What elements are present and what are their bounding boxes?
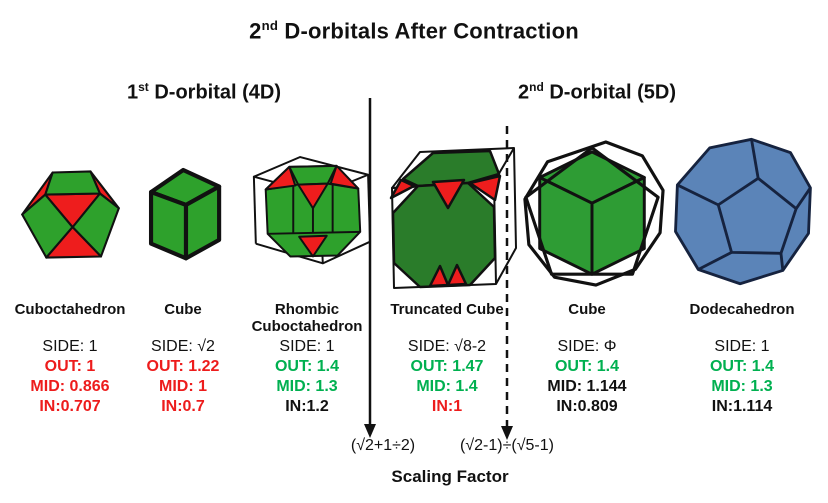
column-cube-2: Cube SIDE: Φ OUT: 1.4 MID: 1.144 IN:0.80… xyxy=(517,301,657,431)
stat-out: OUT: 1.4 xyxy=(554,358,619,375)
shape-name: Dodecahedron xyxy=(689,301,795,318)
shape-stats: SIDE: 1 OUT: 1 MID: 0.866 IN:0.707 xyxy=(0,337,140,417)
stat-side: SIDE: √2 xyxy=(151,338,215,355)
scaling-factor-label: Scaling Factor xyxy=(391,467,509,486)
stat-side: SIDE: 1 xyxy=(714,338,770,355)
column-dodecahedron: Dodecahedron SIDE: 1 OUT: 1.4 MID: 1.3 I… xyxy=(672,301,812,431)
column-rhombic-cuboctahedron: Rhombic Cuboctahedron SIDE: 1 OUT: 1.4 M… xyxy=(237,301,377,431)
title-number: 2 xyxy=(249,18,262,44)
stat-out: OUT: 1.22 xyxy=(146,358,220,375)
solid-divider-arrow xyxy=(364,98,376,438)
stat-in: IN:1.114 xyxy=(711,398,773,415)
column-cuboctahedron: Cuboctahedron SIDE: 1 OUT: 1 MID: 0.866 … xyxy=(0,301,140,431)
shape-stats: SIDE: √8-2 OUT: 1.47 MID: 1.4 IN:1 xyxy=(377,337,517,417)
stat-mid: MID: 1.3 xyxy=(711,378,773,395)
section-header-right: 2nd D-orbital (5D) xyxy=(472,80,722,105)
shape-name: Rhombic Cuboctahedron xyxy=(251,301,363,335)
stat-out: OUT: 1 xyxy=(44,358,96,375)
stat-out: OUT: 1.4 xyxy=(709,358,774,375)
cuboctahedron-figure xyxy=(21,170,120,259)
stat-out: OUT: 1.47 xyxy=(410,358,484,375)
section-left-number: 1 xyxy=(126,81,139,104)
stat-in: IN:0.809 xyxy=(556,398,618,415)
stat-mid: MID: 1.4 xyxy=(416,378,478,395)
section-right-text: D-orbital (5D) xyxy=(543,81,676,104)
dodecahedron-figure xyxy=(674,137,812,286)
shape-name: Cube xyxy=(568,301,606,318)
stat-in: IN:0.707 xyxy=(39,398,101,415)
cube-figure xyxy=(148,167,222,261)
stat-in: IN:1.2 xyxy=(285,398,329,415)
truncated-cube-figure xyxy=(389,147,517,289)
stat-out: OUT: 1.4 xyxy=(274,358,339,375)
section-right-ordinal: nd xyxy=(529,80,544,94)
shape-name: Truncated Cube xyxy=(390,301,504,318)
green-cube xyxy=(538,150,646,276)
section-left-ordinal: st xyxy=(138,80,149,94)
shape-name: Cube xyxy=(164,301,202,318)
stat-in: IN:0.7 xyxy=(161,398,205,415)
stat-mid: MID: 0.866 xyxy=(30,378,110,395)
stat-side: SIDE: Φ xyxy=(557,338,617,355)
stat-side: SIDE: 1 xyxy=(42,338,98,355)
dodecahedron-wireframe xyxy=(523,140,665,287)
column-truncated-cube: Truncated Cube SIDE: √8-2 OUT: 1.47 MID:… xyxy=(377,301,517,431)
dashed-divider-arrow xyxy=(501,126,513,440)
section-right-number: 2 xyxy=(517,81,530,104)
shape-stats: SIDE: 1 OUT: 1.4 MID: 1.3 IN:1.2 xyxy=(237,337,377,417)
section-header-left: 1st D-orbital (4D) xyxy=(79,80,329,105)
scaling-formula-right: (√2-1)÷(√5-1) xyxy=(460,437,554,454)
stat-in: IN:1 xyxy=(431,398,463,415)
shape-stats: SIDE: 1 OUT: 1.4 MID: 1.3 IN:1.114 xyxy=(672,337,812,417)
shape-name: Cuboctahedron xyxy=(14,301,126,318)
rhombic-cuboctahedron-figure xyxy=(252,156,372,265)
stat-mid: MID: 1.3 xyxy=(276,378,338,395)
stat-side: SIDE: 1 xyxy=(279,338,335,355)
column-cube-1: Cube SIDE: √2 OUT: 1.22 MID: 1 IN:0.7 xyxy=(113,301,253,431)
title-text: D-orbitals After Contraction xyxy=(278,18,579,44)
stat-mid: MID: 1.144 xyxy=(547,378,627,395)
cube-in-dodecahedron-figure xyxy=(523,140,665,287)
shape-stats: SIDE: √2 OUT: 1.22 MID: 1 IN:0.7 xyxy=(113,337,253,417)
shape-stats: SIDE: Φ OUT: 1.4 MID: 1.144 IN:0.809 xyxy=(517,337,657,417)
title-ordinal: nd xyxy=(261,18,279,33)
page-title: 2nd D-orbitals After Contraction xyxy=(0,18,828,44)
section-left-text: D-orbital (4D) xyxy=(148,81,281,104)
scaling-formula-left: (√2+1÷2) xyxy=(350,437,416,454)
stat-mid: MID: 1 xyxy=(159,378,207,395)
stat-side: SIDE: √8-2 xyxy=(407,338,487,355)
